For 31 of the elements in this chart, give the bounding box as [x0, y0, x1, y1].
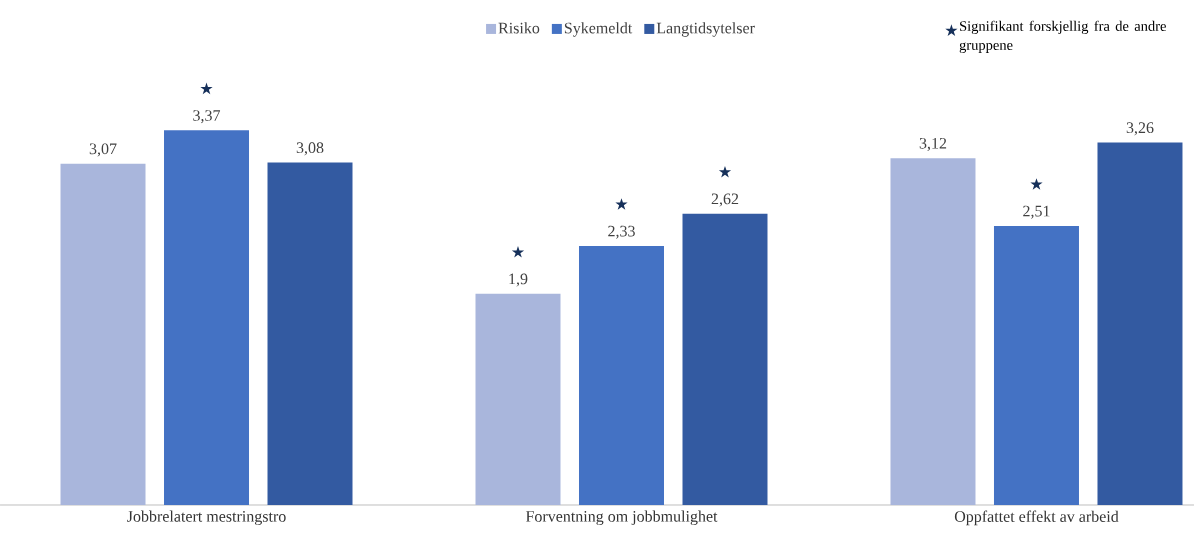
annotation: ★ [615, 198, 628, 210]
data-label: 3,12 [919, 137, 947, 151]
data-label: 2,51 [1023, 205, 1050, 219]
text: Signifikant forskjellig fra de andre gruppene [959, 20, 1166, 53]
bar [164, 130, 250, 505]
data-label: 2,62 [711, 193, 739, 207]
annotation: ★ [511, 245, 525, 258]
bar [890, 158, 976, 505]
text: ★ [945, 24, 958, 36]
legend-label: Langtidsytelser [656, 22, 755, 37]
bar [475, 293, 561, 505]
data-label: 3,08 [296, 142, 324, 156]
x-tick-label: Jobbrelatert mestringstro [127, 510, 286, 526]
annotation: ★ [200, 82, 213, 95]
annotation: ★ [718, 165, 732, 178]
bar [993, 225, 1079, 505]
bar [60, 163, 146, 505]
data-label: 3,26 [1126, 122, 1154, 136]
bar [267, 162, 353, 505]
x-tick-label: Forventning om jobbmulighet [525, 510, 718, 526]
bar [682, 213, 768, 505]
annotation: ★ [1030, 178, 1043, 190]
data-label: 3,37 [193, 110, 221, 124]
data-label: 3,07 [89, 143, 117, 157]
data-label: 2,33 [608, 225, 635, 239]
legend-label: Sykemeldt [564, 22, 633, 37]
data-label: 1,9 [509, 273, 528, 287]
legend-label: Risiko [498, 22, 540, 34]
bar [579, 245, 664, 505]
x-tick-label: Oppfattet effekt av arbeid [954, 510, 1119, 526]
bar [1097, 142, 1183, 505]
